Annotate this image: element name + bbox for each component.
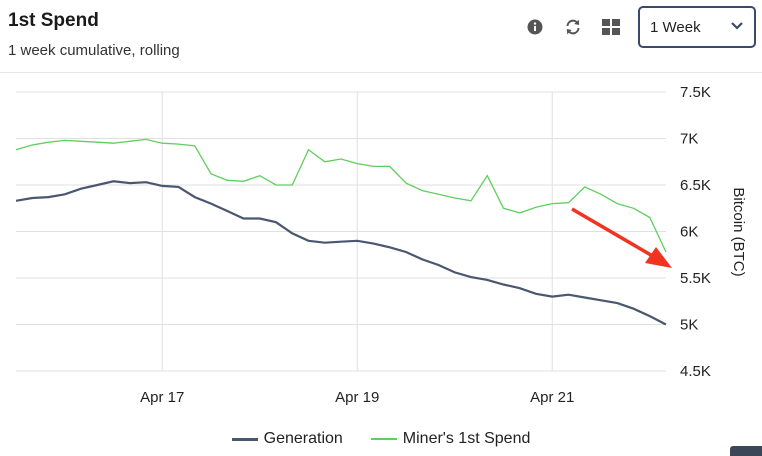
header-divider bbox=[0, 72, 762, 73]
chart-area: 4.5K 5K 5.5K 6K 6.5K 7K 7.5K Apr 17 Apr 19 Apr 2… bbox=[15, 84, 747, 406]
y-tick-label: 5K bbox=[680, 317, 698, 334]
legend-item-generation[interactable]: Generation bbox=[231, 430, 343, 448]
legend-swatch-miners-first-spend bbox=[370, 438, 397, 440]
chart-subtitle: 1 week cumulative, rolling bbox=[8, 42, 180, 59]
info-icon[interactable] bbox=[524, 16, 546, 38]
legend-item-miners-first-spend[interactable]: Miner's 1st Spend bbox=[370, 430, 531, 448]
y-tick-label: 6K bbox=[680, 224, 698, 241]
range-select[interactable]: 1 Week bbox=[638, 6, 756, 48]
x-gridlines bbox=[161, 92, 553, 371]
chart-legend: Generation Miner's 1st Spend bbox=[0, 430, 762, 448]
legend-label-generation: Generation bbox=[263, 430, 343, 447]
x-tick-label: Apr 17 bbox=[140, 389, 184, 406]
series-line-generation bbox=[15, 180, 667, 326]
range-select-value: 1 Week bbox=[650, 18, 701, 36]
chart-title: 1st Spend bbox=[8, 10, 99, 31]
x-tick-label: Apr 21 bbox=[530, 389, 574, 406]
refresh-icon[interactable] bbox=[562, 16, 584, 38]
y-tick-label: 4.5K bbox=[680, 363, 711, 380]
y-tick-label: 5.5K bbox=[680, 270, 711, 287]
grid-icon[interactable] bbox=[600, 16, 622, 38]
y-gridlines bbox=[16, 91, 666, 372]
legend-swatch-generation bbox=[231, 437, 258, 441]
chart-toolbar: 1 Week bbox=[524, 6, 756, 48]
series-line-miners-first-spend bbox=[15, 138, 667, 253]
corner-badge bbox=[730, 446, 762, 456]
y-tick-label: 7K bbox=[680, 131, 698, 148]
y-tick-label: 6.5K bbox=[680, 177, 711, 194]
x-axis-labels: Apr 17 Apr 19 Apr 21 bbox=[140, 389, 574, 406]
chart-header: 1st Spend 1 week cumulative, rolling bbox=[8, 10, 180, 59]
legend-label-miners-first-spend: Miner's 1st Spend bbox=[402, 430, 531, 447]
annotation-arrow bbox=[571, 207, 672, 268]
x-tick-label: Apr 19 bbox=[335, 389, 379, 406]
y-axis-title: Bitcoin (BTC) bbox=[730, 187, 747, 276]
y-axis-labels: 4.5K 5K 5.5K 6K 6.5K 7K 7.5K bbox=[680, 84, 711, 380]
chevron-down-icon bbox=[730, 18, 744, 36]
y-tick-label: 7.5K bbox=[680, 84, 711, 101]
